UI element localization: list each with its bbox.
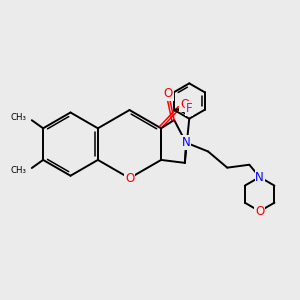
Text: CH₃: CH₃ xyxy=(11,113,26,122)
Text: F: F xyxy=(186,102,193,115)
Text: N: N xyxy=(255,171,264,184)
Text: O: O xyxy=(125,172,134,185)
Text: O: O xyxy=(164,87,173,100)
Text: N: N xyxy=(182,136,190,149)
Text: O: O xyxy=(255,205,264,218)
Text: CH₃: CH₃ xyxy=(11,166,26,175)
Text: O: O xyxy=(180,98,189,111)
